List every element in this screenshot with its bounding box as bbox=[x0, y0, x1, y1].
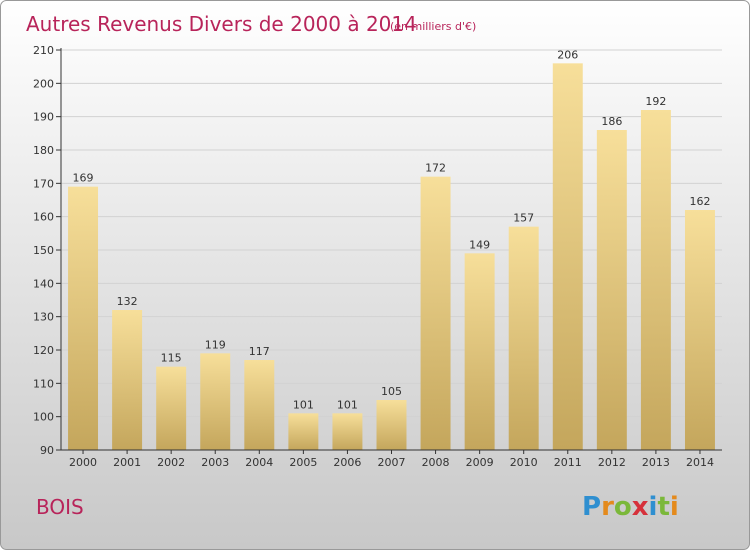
bar bbox=[68, 186, 99, 450]
bar-value-label: 169 bbox=[73, 172, 94, 185]
y-tick-label: 160 bbox=[33, 211, 54, 224]
commune-label: BOIS bbox=[36, 495, 84, 519]
x-tick-label: 2000 bbox=[69, 456, 97, 469]
y-tick-label: 140 bbox=[33, 277, 54, 290]
x-tick-label: 2008 bbox=[422, 456, 450, 469]
x-tick-label: 2001 bbox=[113, 456, 141, 469]
axis-layer: 90 100 110 120 130 140 150 160 170 180 190 200 210 20… bbox=[33, 44, 722, 469]
bar-value-label: 206 bbox=[557, 48, 578, 61]
x-tick-label: 2003 bbox=[201, 456, 229, 469]
x-tick-label: 2009 bbox=[466, 456, 494, 469]
chart-unit-label: (en milliers d'€) bbox=[390, 20, 476, 33]
bar bbox=[332, 413, 363, 450]
chart-title-group: Autres Revenus Divers de 2000 à 2014 (en… bbox=[26, 12, 476, 36]
bars-layer: 169 132 115 119 117 101 101 105 172 149 157 206 186 1… bbox=[68, 48, 715, 450]
bar bbox=[552, 63, 583, 450]
x-tick-label: 2010 bbox=[510, 456, 538, 469]
bar bbox=[244, 360, 275, 450]
x-tick-label: 2007 bbox=[378, 456, 406, 469]
proxiti-logo-text: Proxiti bbox=[582, 492, 679, 522]
bar-value-label: 149 bbox=[469, 238, 490, 251]
y-tick-label: 200 bbox=[33, 77, 54, 90]
bar bbox=[112, 310, 143, 450]
y-tick-label: 180 bbox=[33, 144, 54, 157]
x-tick-label: 2013 bbox=[642, 456, 670, 469]
x-tick-label: 2012 bbox=[598, 456, 626, 469]
bar-value-label: 117 bbox=[249, 345, 270, 358]
bar-value-label: 101 bbox=[337, 398, 358, 411]
bar-value-label: 105 bbox=[381, 385, 402, 398]
x-tick-label: 2005 bbox=[289, 456, 317, 469]
x-tick-label: 2002 bbox=[157, 456, 185, 469]
bar bbox=[508, 226, 539, 450]
bar bbox=[684, 210, 715, 450]
bar-value-label: 192 bbox=[645, 95, 666, 108]
y-tick-label: 190 bbox=[33, 111, 54, 124]
y-tick-label: 130 bbox=[33, 311, 54, 324]
bar bbox=[156, 366, 187, 450]
bar-value-label: 157 bbox=[513, 212, 534, 225]
x-tick-label: 2006 bbox=[333, 456, 361, 469]
y-tick-label: 120 bbox=[33, 344, 54, 357]
x-tick-label: 2004 bbox=[245, 456, 273, 469]
bar bbox=[464, 253, 495, 450]
y-tick-label: 210 bbox=[33, 44, 54, 57]
y-tick-label: 90 bbox=[40, 444, 54, 457]
y-tick-label: 100 bbox=[33, 411, 54, 424]
bar-value-label: 132 bbox=[117, 295, 138, 308]
chart-title: Autres Revenus Divers de 2000 à 2014 bbox=[26, 12, 417, 36]
x-tick-label: 2014 bbox=[686, 456, 714, 469]
bar bbox=[376, 400, 407, 450]
y-tick-label: 110 bbox=[33, 377, 54, 390]
x-tick-label: 2011 bbox=[554, 456, 582, 469]
bar-value-label: 162 bbox=[689, 195, 710, 208]
bar bbox=[640, 110, 671, 450]
bar-value-label: 101 bbox=[293, 398, 314, 411]
bar-value-label: 115 bbox=[161, 352, 182, 365]
y-tick-label: 150 bbox=[33, 244, 54, 257]
bar bbox=[596, 130, 627, 450]
bar-value-label: 119 bbox=[205, 338, 226, 351]
bar bbox=[200, 353, 231, 450]
bar bbox=[288, 413, 319, 450]
bar-value-label: 186 bbox=[601, 115, 622, 128]
bar bbox=[420, 176, 451, 450]
bar-value-label: 172 bbox=[425, 162, 446, 175]
proxiti-logo: Proxiti bbox=[582, 492, 679, 522]
y-tick-label: 170 bbox=[33, 177, 54, 190]
